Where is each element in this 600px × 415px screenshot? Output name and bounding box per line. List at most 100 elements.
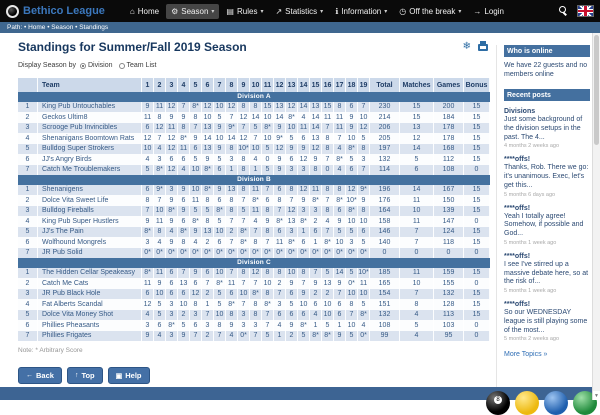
table-row: 7 Phillies Frigates 9 4 3 9 7 2 7 4 0* 7 5 1 2 5 8* 8* 9 5 0… [18,330,490,341]
score-cell: 9 [310,278,322,289]
score-cell: 12 [298,154,310,165]
score-cell: 5 [262,164,274,175]
post-title-link[interactable]: ****offs! [504,204,531,212]
score-cell: 7 [298,278,310,289]
total-cell: 108 [370,320,400,331]
post-title-link[interactable]: ****offs! [504,156,531,164]
games-cell: 103 [434,320,464,331]
score-cell: 9 [214,143,226,154]
radio-option-division[interactable]: Division [79,62,113,69]
back-button[interactable]: ← Back [18,367,62,384]
score-cell: 8* [286,237,298,248]
search-icon[interactable] [558,6,568,16]
post-title-link[interactable]: Divisions [504,108,536,116]
post-title-link[interactable]: ****offs! [504,301,531,309]
bonus-cell: 0 [464,164,490,175]
score-cell: 9 [274,122,286,133]
score-cell: 5 [286,299,298,310]
info-icon: ℹ [335,6,339,16]
score-cell: 10 [334,237,346,248]
score-cell: 6 [190,143,202,154]
chevron-down-icon: ▾ [384,8,388,15]
score-cell: 7 [262,309,274,320]
radio-option-team-list[interactable]: Team List [118,62,156,69]
score-cell: 9 [178,184,190,195]
score-cell: 4 [322,216,334,227]
score-cell: 11 [250,184,262,195]
score-cell: 0* [274,247,286,258]
score-cell: 11 [310,184,322,195]
nav-item-off-the-break[interactable]: ◷ Off the break ▾ [394,4,466,19]
matches-cell: 11 [400,216,434,227]
score-cell: 10* [346,195,358,206]
score-cell: 11 [178,143,190,154]
nav-item-season[interactable]: ⚙ Season ▾ [166,3,220,19]
score-cell: 10 [322,309,334,320]
score-cell: 10 [286,267,298,278]
score-cell: 8 [226,309,238,320]
score-cell: 2 [286,330,298,341]
nav-item-information[interactable]: ℹ Information ▾ [330,4,392,19]
round-header: 17 [334,78,346,92]
score-cell: 12 [286,101,298,112]
uk-flag-icon[interactable] [577,5,594,17]
score-cell: 8* [178,133,190,144]
score-cell: 5 [262,330,274,341]
score-cell: 5 [346,226,358,237]
recent-posts-header: Recent posts [504,89,590,102]
nav-item-login[interactable]: → Login [468,4,509,19]
score-cell: 4 [142,309,154,320]
score-cell: 5 [202,205,214,216]
more-topics-link[interactable]: More Topics » [504,351,548,359]
score-cell: 0* [298,247,310,258]
score-cell: 6 [274,309,286,320]
nav-item-rules[interactable]: ▤ Rules ▾ [221,4,268,19]
score-cell: 10 [346,133,358,144]
score-cell: 12 [202,101,214,112]
score-cell: 8* [178,226,190,237]
nav-item-statistics[interactable]: ↗ Statistics ▾ [270,4,328,19]
score-cell: 6 [286,288,298,299]
team-name: Wolfhound Mongrels [38,237,142,248]
score-cell: 8 [334,101,346,112]
scrollbar-track[interactable]: ▼ [592,33,600,400]
score-cell: 8 [238,267,250,278]
billiard-ball-yellow-icon [515,391,539,415]
nav-item-home[interactable]: ⌂ Home [125,4,164,19]
division-header-division-b: Division B [18,175,490,185]
page-title: Standings for Summer/Fall 2019 Season [18,39,247,54]
rank-cell: 2 [18,278,38,289]
score-cell: 6 [166,154,178,165]
total-cell: 214 [370,112,400,123]
score-cell: 10* [358,267,370,278]
score-cell: 5 [154,299,166,310]
score-cell: 8* [298,216,310,227]
bonus-cell: 0 [464,247,490,258]
top-button[interactable]: ↑ Top [66,367,103,384]
score-cell: 8 [178,122,190,133]
score-cell: 2 [202,237,214,248]
score-cell: 8 [154,112,166,123]
score-cell: 7 [262,320,274,331]
score-cell: 12 [166,143,178,154]
score-cell: 10 [358,112,370,123]
team-name: Catch Me Troublemakers [38,164,142,175]
post-title-link[interactable]: ****offs! [504,252,531,260]
scrollbar-thumb[interactable] [594,35,599,145]
team-name: Bulldog Fireballs [38,205,142,216]
scroll-down-arrow[interactable]: ▼ [593,391,600,400]
score-cell: 7 [178,267,190,278]
score-cell: 7 [334,133,346,144]
score-cell: 0* [226,247,238,258]
print-icon[interactable] [478,41,488,51]
score-cell: 10 [322,299,334,310]
score-cell: 13 [322,278,334,289]
score-cell: 8 [214,320,226,331]
score-cell: 0* [238,330,250,341]
total-cell: 230 [370,101,400,112]
score-cell: 10 [214,101,226,112]
score-cell: 7 [322,226,334,237]
snowflake-icon[interactable]: ❄ [462,41,471,52]
help-button[interactable]: ▣ Help [107,367,150,384]
brand[interactable]: Bethico League [6,4,105,18]
